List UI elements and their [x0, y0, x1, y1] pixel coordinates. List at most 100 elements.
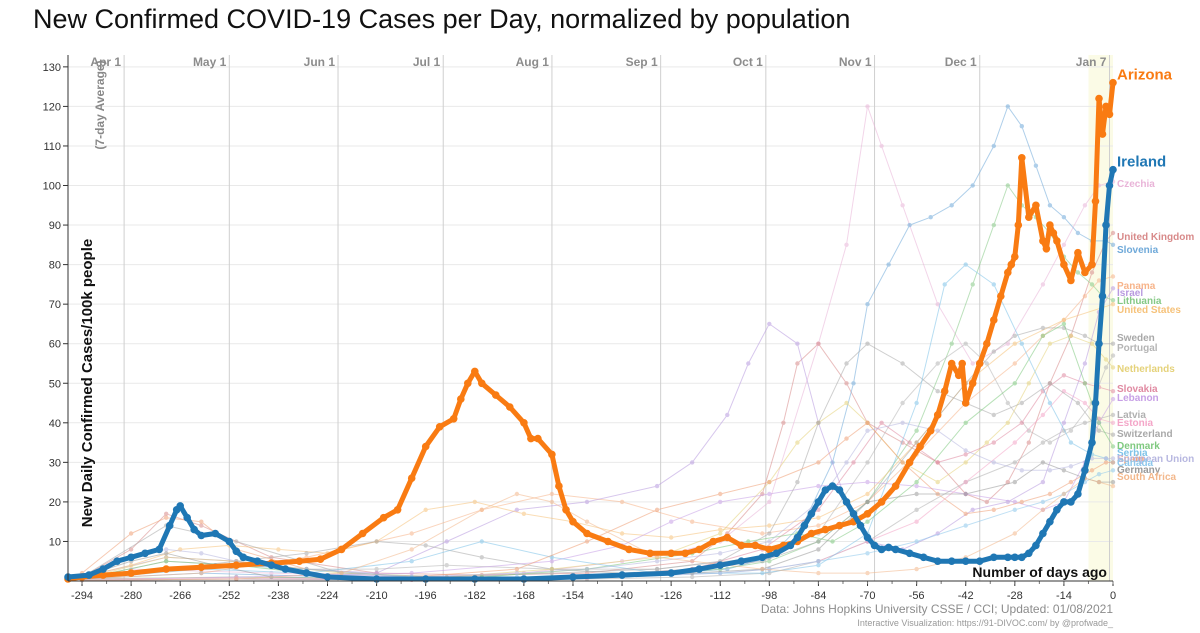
data-point [816, 515, 821, 520]
data-point [905, 458, 914, 467]
data-point [1040, 333, 1046, 338]
data-point [99, 571, 107, 579]
data-point [1110, 353, 1116, 358]
x-axis-label: Number of days ago [972, 564, 1107, 580]
y-tick-label: 20 [49, 497, 61, 509]
data-point [907, 222, 912, 228]
data-point [947, 557, 956, 565]
data-point [1074, 490, 1082, 498]
data-point [1026, 381, 1032, 386]
data-point [865, 499, 870, 505]
data-point [619, 531, 625, 536]
data-point [1103, 456, 1109, 461]
data-point [1096, 420, 1102, 425]
x-tick-label: -210 [366, 590, 388, 602]
data-point [795, 361, 800, 366]
data-point [681, 549, 689, 558]
data-point [316, 555, 325, 563]
y-tick-label: 90 [49, 220, 61, 232]
data-point [891, 482, 900, 490]
x-tick-label: -182 [464, 590, 486, 602]
data-point [1102, 221, 1110, 229]
data-point [1061, 321, 1067, 327]
series-label-spain: Spain [1117, 454, 1144, 465]
data-point [239, 553, 248, 562]
data-point [767, 523, 772, 528]
data-point [760, 531, 765, 536]
data-point [767, 321, 772, 327]
data-point [393, 506, 402, 514]
data-point [457, 395, 465, 403]
series-label-european-union: European Union [1117, 454, 1194, 465]
data-point [814, 498, 823, 506]
data-point [409, 570, 414, 576]
data-point [877, 498, 886, 506]
data-point [1060, 260, 1068, 269]
data-point [830, 539, 835, 544]
series-label-czechia: Czechia [1117, 179, 1155, 190]
data-point [304, 551, 309, 556]
data-point [1096, 472, 1102, 477]
data-point [975, 359, 984, 368]
data-point [990, 316, 998, 324]
data-point [816, 539, 821, 544]
data-point [914, 519, 919, 524]
x-tick-label: -238 [267, 590, 289, 602]
y-axis-sublabel: (7-day Average) [93, 60, 107, 149]
x-tick-label: -112 [710, 590, 731, 602]
data-point [1046, 221, 1054, 229]
data-point [900, 361, 905, 366]
data-point [718, 527, 723, 532]
data-point [1004, 553, 1012, 562]
series-label-canada: Canada [1117, 458, 1154, 469]
data-point [604, 537, 612, 546]
data-point [991, 412, 996, 418]
data-point [478, 379, 486, 388]
data-point [795, 341, 800, 346]
data-point [851, 460, 856, 465]
data-point [449, 415, 458, 423]
data-point [1061, 491, 1067, 497]
data-point [1109, 165, 1117, 174]
data-point [963, 420, 968, 425]
month-label: Nov 1 [839, 55, 872, 69]
data-point [625, 545, 633, 554]
data-point [199, 551, 204, 556]
data-point [914, 483, 919, 489]
data-point [807, 510, 816, 518]
data-point [164, 515, 169, 520]
data-point [1081, 466, 1089, 475]
visualization-credit: Interactive Visualization: https://91-DI… [857, 618, 1114, 628]
data-point [781, 420, 786, 425]
data-point [991, 282, 996, 287]
x-tick-label: -294 [71, 590, 93, 602]
series-label-portugal: Portugal [1117, 343, 1158, 354]
data-point [807, 529, 816, 538]
data-point [919, 553, 928, 562]
series-ireland [64, 165, 1117, 583]
data-point [1096, 479, 1102, 485]
x-tick-label: -42 [958, 590, 974, 602]
data-point [914, 400, 919, 406]
data-point [900, 420, 905, 425]
data-point [914, 566, 919, 572]
series-label-latvia: Latvia [1117, 410, 1146, 421]
data-point [1105, 181, 1114, 190]
data-point [619, 499, 625, 505]
data-point [1110, 341, 1116, 346]
data-point [849, 510, 858, 518]
data-point [760, 566, 765, 572]
data-point [795, 479, 800, 485]
data-point [865, 460, 870, 465]
data-point [963, 479, 968, 485]
data-point [1014, 221, 1023, 229]
data-point [1110, 242, 1116, 247]
series-label-slovakia: Slovakia [1117, 384, 1158, 395]
data-point [1110, 432, 1116, 437]
series-label-lithuania: Lithuania [1117, 296, 1162, 307]
data-point [1095, 94, 1103, 103]
data-point [737, 541, 746, 550]
data-point [758, 553, 767, 562]
data-point [1026, 440, 1032, 445]
